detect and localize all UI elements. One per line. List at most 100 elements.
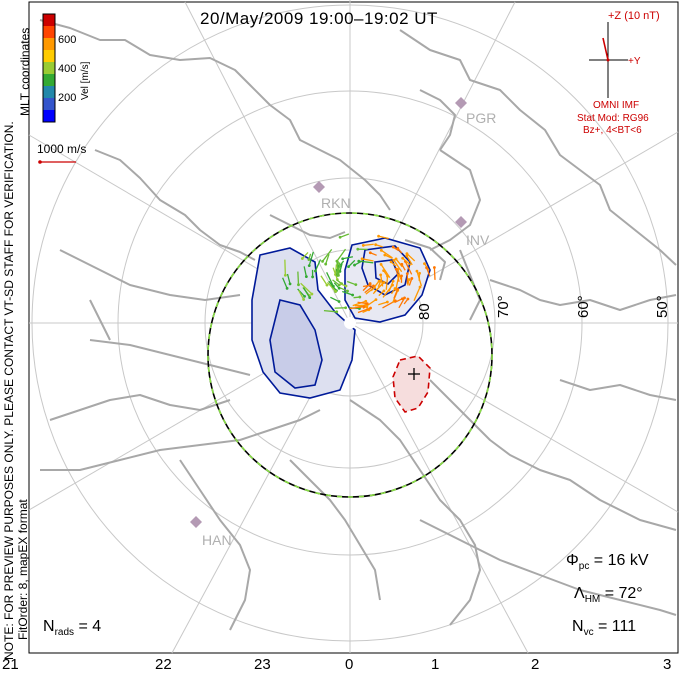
velocity-vector-origin xyxy=(386,274,389,278)
fit-order-label: FitOrder: 8, mapEX format xyxy=(16,499,30,640)
velocity-vector-origin xyxy=(389,260,393,264)
velocity-vector-origin xyxy=(432,266,436,269)
velocity-vector-origin xyxy=(341,257,345,261)
velocity-vector-origin xyxy=(302,298,306,301)
imf-clock xyxy=(589,22,628,98)
velocity-vector-origin xyxy=(379,273,383,277)
velocity-vector xyxy=(325,253,330,265)
velocity-vector xyxy=(362,283,371,292)
velocity-vector-origin xyxy=(382,289,386,293)
velocity-vector xyxy=(336,248,347,262)
lat-label-50: 50° xyxy=(654,295,671,318)
velocity-vector-origin xyxy=(372,284,375,288)
velocity-vector xyxy=(284,259,287,276)
velocity-vector-origin xyxy=(394,267,398,271)
station-pgr: PGR xyxy=(466,110,497,126)
station-rkn: RKN xyxy=(321,195,351,211)
velocity-vector xyxy=(320,275,328,286)
velocity-vector xyxy=(364,285,374,294)
velocity-vector-origin xyxy=(308,296,312,300)
velocity-vector-origin xyxy=(406,297,410,301)
velocity-vector-origin xyxy=(321,259,324,263)
coastlines xyxy=(39,19,677,631)
velocity-vector-origin xyxy=(423,262,426,266)
velocity-vector-origin xyxy=(405,252,409,256)
colorbar-tick-600: 600 xyxy=(58,34,77,46)
velocity-vector xyxy=(326,281,337,292)
velocity-vector-origin xyxy=(324,262,328,266)
velocity-vector-origin xyxy=(369,306,372,310)
velocity-vector xyxy=(398,297,406,309)
velocity-vector xyxy=(346,280,357,286)
lat-label-60: 60° xyxy=(575,295,592,318)
velocity-vector-origin xyxy=(410,277,414,280)
velocity-vector xyxy=(342,256,354,260)
velocity-vector-origin xyxy=(394,257,398,261)
velocity-vector xyxy=(357,301,368,305)
velocity-vector xyxy=(314,259,322,272)
velocity-vector-origin xyxy=(365,305,369,309)
velocity-vector-origin xyxy=(337,300,341,303)
velocity-vector xyxy=(357,307,371,314)
stat-phi-pc: Φpc = 16 kV xyxy=(566,552,649,573)
velocity-vector-origin xyxy=(351,293,355,297)
velocity-vector-origin xyxy=(303,294,306,298)
stat-nrads: Nrads = 4 xyxy=(43,618,102,639)
velocity-vector-origin xyxy=(379,262,383,266)
mlt-tick-0: 0 xyxy=(345,656,354,673)
velocity-vector-origin xyxy=(344,284,348,288)
velocity-vector-origin xyxy=(368,251,372,255)
velocity-vector-origin xyxy=(311,275,315,279)
velocity-vector xyxy=(404,261,413,275)
velocity-vector-origin xyxy=(403,296,406,300)
velocity-scale-label: 1000 m/s xyxy=(37,142,87,156)
velocity-vector-origin xyxy=(354,283,358,287)
velocity-vector xyxy=(323,309,337,313)
velocity-vector xyxy=(354,260,363,266)
velocity-vector-origin xyxy=(307,264,311,268)
velocity-vector-origin xyxy=(407,278,411,281)
velocity-vector-origin xyxy=(310,292,314,296)
velocity-vector xyxy=(349,306,365,310)
velocity-vector-origin xyxy=(365,302,369,306)
velocity-vector-origin xyxy=(300,257,304,260)
velocity-vector-origin xyxy=(362,305,366,309)
imf-source: OMNI IMF xyxy=(593,100,640,111)
velocity-vector xyxy=(297,288,306,297)
velocity-vector-origin xyxy=(400,274,403,278)
velocity-vector-origin xyxy=(400,297,404,301)
velocity-vector xyxy=(352,300,366,307)
velocity-vector-origin xyxy=(347,265,350,269)
velocity-vector xyxy=(337,262,341,276)
velocity-vector xyxy=(302,287,311,298)
velocity-vector-origin xyxy=(401,256,405,260)
velocity-vector-origin xyxy=(288,282,292,286)
velocity-vector-origin xyxy=(392,258,396,262)
velocity-vector xyxy=(378,301,388,306)
mlt-tick-1: 1 xyxy=(431,656,440,673)
velocity-vector xyxy=(308,251,314,266)
velocity-vector-origin xyxy=(314,269,317,273)
velocity-vector-origin xyxy=(283,273,287,277)
velocity-vector-origin xyxy=(346,289,349,293)
station-inv: INV xyxy=(466,232,490,248)
negative-potential-cell xyxy=(251,247,356,399)
stat-lambda-hm: ΛHM = 72° xyxy=(574,585,643,606)
velocity-vector-origin xyxy=(361,243,365,247)
velocity-vector xyxy=(332,267,338,280)
velocity-vector-origin xyxy=(377,234,380,238)
hm-boundary xyxy=(207,212,493,498)
velocity-vector-origin xyxy=(285,286,289,290)
velocity-vector xyxy=(361,258,374,262)
velocity-vector xyxy=(372,282,384,295)
velocity-vector xyxy=(348,259,356,268)
velocity-vector xyxy=(416,270,423,287)
lat-label-80: 80 xyxy=(416,303,433,320)
station-markers xyxy=(190,97,467,528)
velocity-vector-origin xyxy=(374,298,378,302)
velocity-vector xyxy=(303,266,308,277)
imf-condition: Bz+, 4<BT<6 xyxy=(583,125,642,136)
colorbar-tick-200: 200 xyxy=(58,92,77,104)
velocity-vector-origin xyxy=(383,253,387,257)
